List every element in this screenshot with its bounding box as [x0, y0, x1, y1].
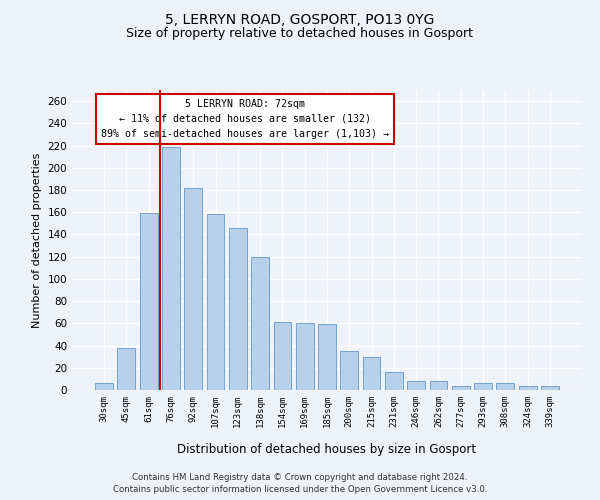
Bar	[407, 381, 425, 390]
Y-axis label: Number of detached properties: Number of detached properties	[32, 152, 42, 328]
Bar	[385, 372, 403, 390]
Bar	[162, 146, 180, 390]
Text: Contains HM Land Registry data © Crown copyright and database right 2024.: Contains HM Land Registry data © Crown c…	[132, 472, 468, 482]
Text: 5, LERRYN ROAD, GOSPORT, PO13 0YG: 5, LERRYN ROAD, GOSPORT, PO13 0YG	[166, 12, 434, 26]
Bar	[184, 188, 202, 390]
Bar	[474, 384, 492, 390]
Bar	[452, 386, 470, 390]
Bar	[296, 324, 314, 390]
Text: Contains public sector information licensed under the Open Government Licence v3: Contains public sector information licen…	[113, 485, 487, 494]
Bar	[496, 384, 514, 390]
Text: Size of property relative to detached houses in Gosport: Size of property relative to detached ho…	[127, 28, 473, 40]
Bar	[206, 214, 224, 390]
Bar	[430, 381, 448, 390]
Bar	[251, 256, 269, 390]
Text: 5 LERRYN ROAD: 72sqm
← 11% of detached houses are smaller (132)
89% of semi-deta: 5 LERRYN ROAD: 72sqm ← 11% of detached h…	[101, 99, 389, 138]
Bar	[118, 348, 136, 390]
Bar	[518, 386, 536, 390]
Bar	[95, 384, 113, 390]
Bar	[140, 214, 158, 390]
Bar	[318, 324, 336, 390]
Text: Distribution of detached houses by size in Gosport: Distribution of detached houses by size …	[178, 442, 476, 456]
Bar	[340, 351, 358, 390]
Bar	[362, 356, 380, 390]
Bar	[274, 322, 292, 390]
Bar	[541, 386, 559, 390]
Bar	[229, 228, 247, 390]
